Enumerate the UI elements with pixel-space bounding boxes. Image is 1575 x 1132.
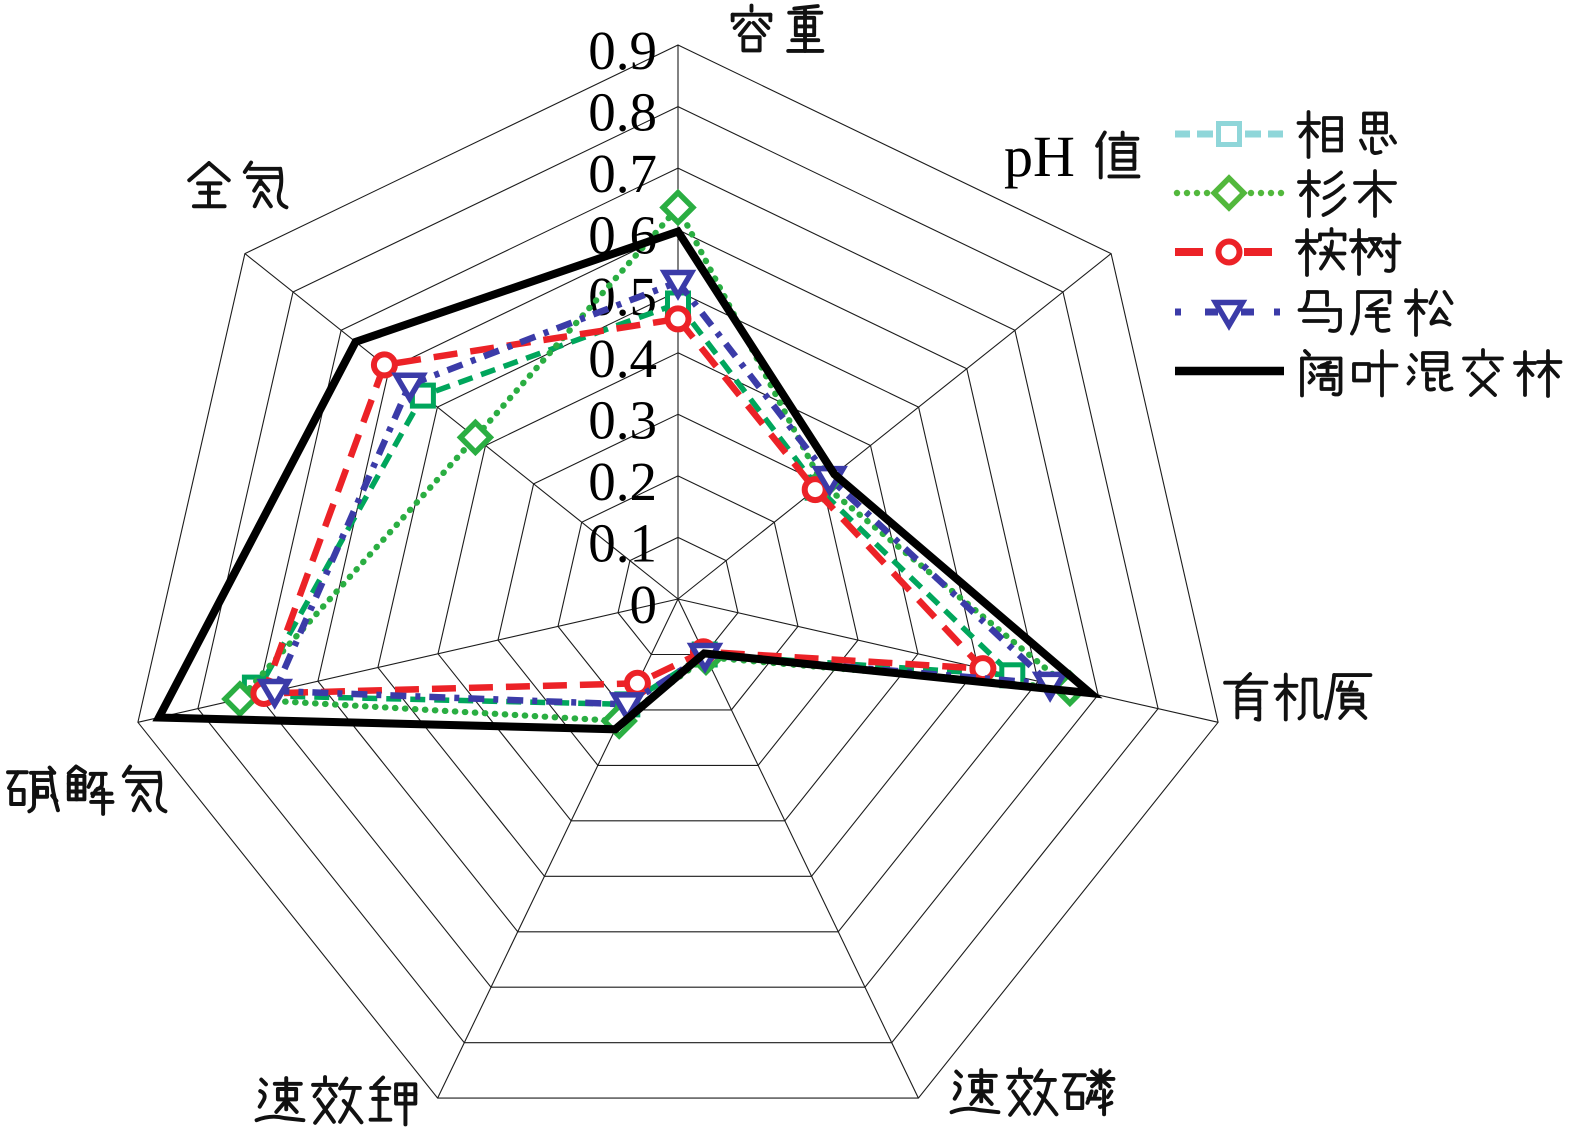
svg-text:0.1: 0.1 (588, 512, 657, 573)
svg-text:0.4: 0.4 (588, 328, 657, 389)
svg-text:pH: pH (1004, 124, 1075, 189)
svg-text:0: 0 (630, 574, 658, 635)
svg-text:0.5: 0.5 (588, 266, 657, 327)
svg-text:0.3: 0.3 (588, 389, 657, 450)
svg-text:0.9: 0.9 (588, 20, 657, 81)
svg-text:0.8: 0.8 (588, 82, 657, 143)
svg-text:0.2: 0.2 (588, 451, 657, 512)
svg-text:0.7: 0.7 (588, 143, 657, 204)
